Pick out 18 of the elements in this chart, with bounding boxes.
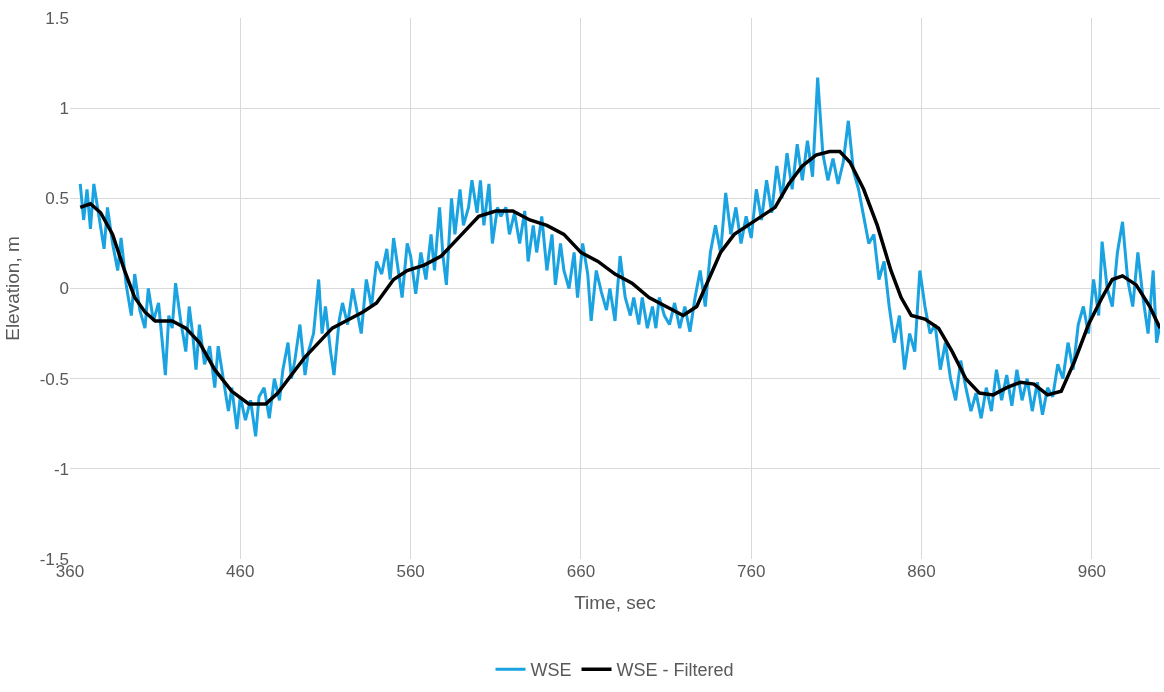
y-axis-title: Elevation, m: [1, 236, 23, 341]
x-axis-title: Time, sec: [574, 591, 656, 613]
y-tick-label: -1: [53, 459, 69, 479]
y-tick-label: 0: [59, 279, 69, 299]
legend-label: WSE - Filtered: [616, 660, 734, 681]
x-tick-label: 460: [226, 562, 255, 581]
x-tick-label: 760: [737, 562, 766, 581]
y-tick-label: -0.5: [39, 369, 69, 389]
line-series: [78, 149, 1160, 406]
x-tick-label: 860: [907, 562, 936, 581]
y-tick-label: 0.5: [45, 189, 69, 209]
line-series: [78, 76, 1160, 438]
y-tick-label: 1.5: [45, 8, 69, 28]
legend-label: WSE: [530, 660, 572, 681]
x-tick-label: 660: [566, 562, 596, 581]
x-tick-label: 560: [396, 562, 425, 581]
y-tick-label: 1: [59, 99, 69, 119]
x-tick-label: 960: [1077, 562, 1107, 581]
